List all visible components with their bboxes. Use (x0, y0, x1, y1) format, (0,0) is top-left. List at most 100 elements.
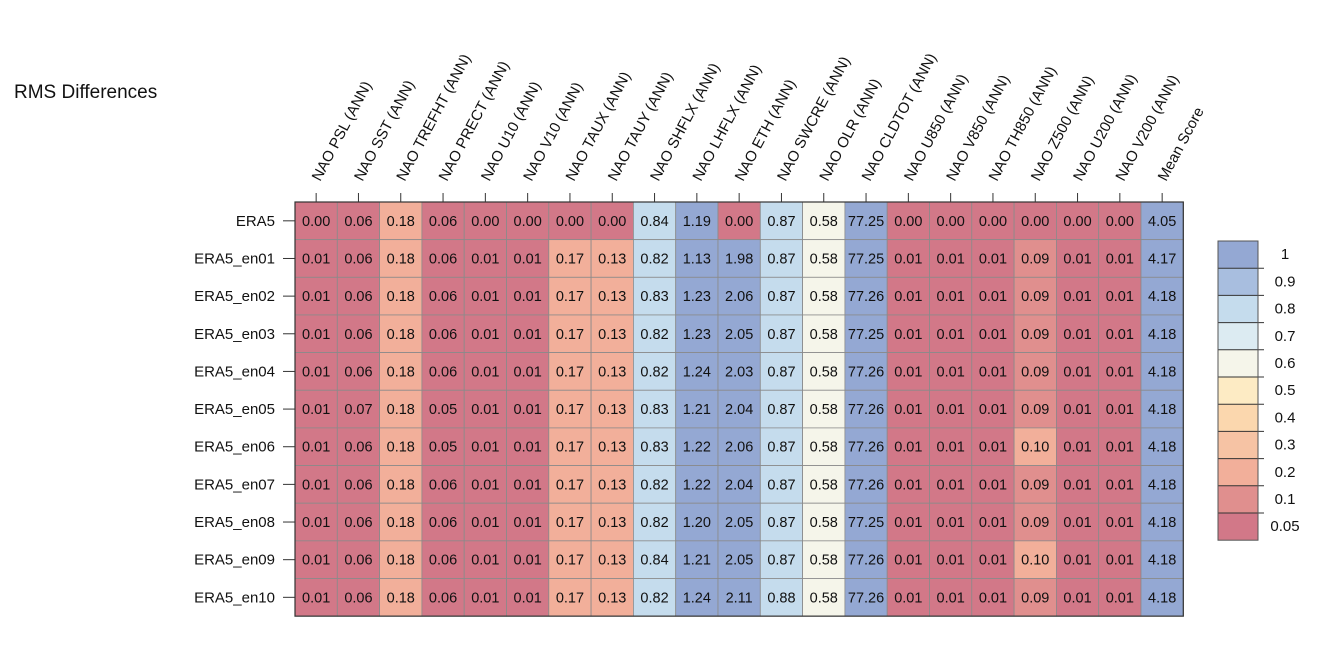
cell-value-label: 0.87 (767, 251, 795, 267)
cell-value-label: 0.10 (1021, 440, 1049, 456)
cell-value-label: 0.01 (979, 477, 1007, 493)
heatmap-cell (336, 578, 380, 617)
cell-value-label: 0.13 (598, 590, 626, 606)
row-label: ERA5_en07 (194, 476, 275, 493)
heatmap-cell (929, 427, 973, 466)
cell-value-label: 2.05 (725, 553, 753, 569)
heatmap-cell (675, 314, 719, 354)
cell-value-label: 0.06 (429, 590, 457, 606)
cell-value-label: 0.87 (767, 289, 795, 305)
heatmap-cell (844, 540, 888, 579)
heatmap-cell (1013, 239, 1057, 278)
cell-value-label: 0.87 (767, 327, 795, 343)
cell-value-label: 0.13 (598, 440, 626, 456)
cell-value-label: 77.25 (848, 214, 884, 230)
cell-value-label: 0.06 (429, 477, 457, 493)
cell-value-label: 0.01 (894, 590, 922, 606)
cell-value-label: 0.17 (556, 327, 584, 343)
row-label: ERA5_en08 (194, 514, 275, 531)
heatmap-cell (1098, 502, 1142, 542)
heatmap-cell (590, 502, 634, 542)
cell-value-label: 0.00 (937, 214, 965, 230)
colorbar-swatch (1218, 404, 1258, 432)
heatmap-cell (379, 465, 423, 504)
heatmap-cell (929, 502, 973, 542)
heatmap-cell (294, 540, 338, 579)
heatmap-cell (802, 578, 846, 617)
row-label: ERA5_en01 (194, 250, 275, 267)
heatmap-cell (336, 389, 380, 429)
cell-value-label: 0.01 (979, 553, 1007, 569)
cell-value-label: 0.01 (1106, 440, 1134, 456)
cell-value-label: 0.58 (810, 440, 838, 456)
cell-value-label: 0.01 (979, 402, 1007, 418)
cell-value-label: 0.01 (302, 515, 330, 531)
heatmap-cell (463, 578, 507, 617)
heatmap-cell (294, 465, 338, 504)
cell-value-label: 0.01 (514, 553, 542, 569)
cell-value-label: 2.05 (725, 327, 753, 343)
cell-value-label: 4.18 (1148, 477, 1176, 493)
cell-value-label: 0.88 (767, 590, 795, 606)
cell-value-label: 0.58 (810, 477, 838, 493)
heatmap-cell (759, 352, 803, 391)
colorbar-swatch (1218, 377, 1258, 405)
cell-value-label: 0.87 (767, 515, 795, 531)
cell-value-label: 4.18 (1148, 515, 1176, 531)
colorbar-swatch (1218, 431, 1258, 459)
cell-value-label: 0.13 (598, 477, 626, 493)
colorbar-label: 0.1 (1275, 491, 1296, 508)
cell-value-label: 0.00 (1063, 214, 1091, 230)
heatmap-cell (548, 502, 592, 542)
heatmap-cell (1098, 276, 1142, 316)
cell-value-label: 0.01 (979, 289, 1007, 305)
cell-value-label: 0.01 (1106, 251, 1134, 267)
heatmap-cell (463, 540, 507, 579)
heatmap-cell (929, 352, 973, 391)
cell-value-label: 1.22 (683, 440, 711, 456)
cell-value-label: 0.17 (556, 515, 584, 531)
colorbar-swatch (1218, 322, 1258, 350)
cell-value-label: 0.01 (471, 251, 499, 267)
cell-value-label: 4.18 (1148, 553, 1176, 569)
cell-value-label: 1.21 (683, 402, 711, 418)
colorbar-label: 0.3 (1275, 437, 1296, 454)
cell-value-label: 0.18 (387, 214, 415, 230)
heatmap-cell (421, 352, 465, 391)
cell-value-label: 4.18 (1148, 590, 1176, 606)
heatmap-cell (971, 578, 1015, 617)
heatmap-cell (1140, 540, 1184, 579)
heatmap-cell (675, 465, 719, 504)
cell-value-label: 0.06 (429, 515, 457, 531)
heatmap-cell (886, 201, 930, 241)
cell-value-label: 0.01 (514, 402, 542, 418)
cell-value-label: 2.04 (725, 477, 753, 493)
heatmap-cell (929, 239, 973, 278)
cell-value-label: 0.18 (387, 590, 415, 606)
colorbar-swatch (1218, 458, 1258, 486)
heatmap-cell (759, 578, 803, 617)
cell-value-label: 0.06 (344, 553, 372, 569)
cell-value-label: 0.87 (767, 477, 795, 493)
heatmap-cell (590, 201, 634, 241)
heatmap-cell (548, 239, 592, 278)
cell-value-label: 0.01 (979, 251, 1007, 267)
heatmap-cell (1098, 201, 1142, 241)
cell-value-label: 2.06 (725, 440, 753, 456)
cell-value-label: 0.01 (1106, 327, 1134, 343)
cell-value-label: 0.13 (598, 327, 626, 343)
heatmap-cell (421, 578, 465, 617)
cell-value-label: 0.01 (937, 289, 965, 305)
cell-value-label: 0.58 (810, 364, 838, 380)
heatmap-cell (590, 540, 634, 579)
cell-value-label: 0.01 (894, 251, 922, 267)
heatmap-cell (336, 201, 380, 241)
heatmap-cell (463, 389, 507, 429)
heatmap-cell (294, 239, 338, 278)
heatmap-cell (1140, 201, 1184, 241)
cell-value-label: 0.01 (302, 251, 330, 267)
cell-value-label: 0.82 (640, 515, 668, 531)
cell-value-label: 0.01 (979, 364, 1007, 380)
heatmap-cell (717, 201, 761, 241)
heatmap-cell (886, 239, 930, 278)
